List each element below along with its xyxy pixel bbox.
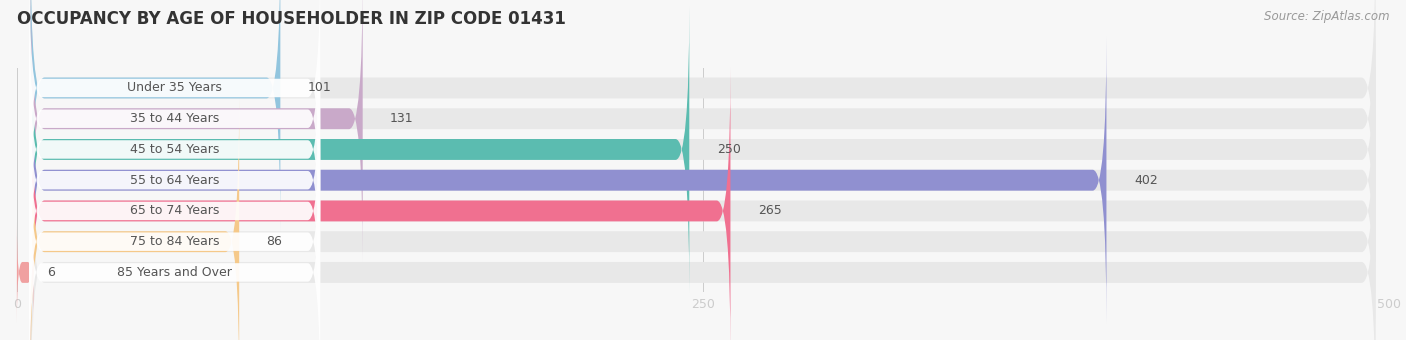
Text: 101: 101 — [308, 82, 332, 95]
FancyBboxPatch shape — [31, 68, 731, 340]
FancyBboxPatch shape — [31, 0, 1375, 262]
Text: 265: 265 — [758, 204, 782, 218]
FancyBboxPatch shape — [30, 82, 321, 340]
FancyBboxPatch shape — [31, 0, 1375, 231]
FancyBboxPatch shape — [30, 51, 321, 309]
FancyBboxPatch shape — [31, 6, 1375, 293]
Text: 75 to 84 Years: 75 to 84 Years — [129, 235, 219, 248]
FancyBboxPatch shape — [17, 221, 34, 323]
FancyBboxPatch shape — [31, 0, 363, 262]
Text: 35 to 44 Years: 35 to 44 Years — [131, 112, 219, 125]
Text: 402: 402 — [1133, 174, 1157, 187]
Text: 86: 86 — [267, 235, 283, 248]
Text: 65 to 74 Years: 65 to 74 Years — [129, 204, 219, 218]
FancyBboxPatch shape — [30, 0, 321, 248]
FancyBboxPatch shape — [31, 37, 1107, 323]
Text: 45 to 54 Years: 45 to 54 Years — [129, 143, 219, 156]
Text: Source: ZipAtlas.com: Source: ZipAtlas.com — [1264, 10, 1389, 23]
FancyBboxPatch shape — [31, 99, 1375, 340]
FancyBboxPatch shape — [31, 99, 239, 340]
FancyBboxPatch shape — [31, 68, 1375, 340]
FancyBboxPatch shape — [30, 143, 321, 340]
FancyBboxPatch shape — [31, 129, 1375, 340]
Text: 6: 6 — [46, 266, 55, 279]
Text: 85 Years and Over: 85 Years and Over — [117, 266, 232, 279]
FancyBboxPatch shape — [30, 20, 321, 278]
Text: OCCUPANCY BY AGE OF HOUSEHOLDER IN ZIP CODE 01431: OCCUPANCY BY AGE OF HOUSEHOLDER IN ZIP C… — [17, 10, 565, 28]
Text: 55 to 64 Years: 55 to 64 Years — [129, 174, 219, 187]
FancyBboxPatch shape — [31, 0, 280, 231]
FancyBboxPatch shape — [31, 6, 689, 293]
FancyBboxPatch shape — [31, 37, 1375, 323]
FancyBboxPatch shape — [30, 0, 321, 217]
Text: 131: 131 — [389, 112, 413, 125]
Text: 250: 250 — [717, 143, 741, 156]
FancyBboxPatch shape — [30, 113, 321, 340]
Text: Under 35 Years: Under 35 Years — [128, 82, 222, 95]
